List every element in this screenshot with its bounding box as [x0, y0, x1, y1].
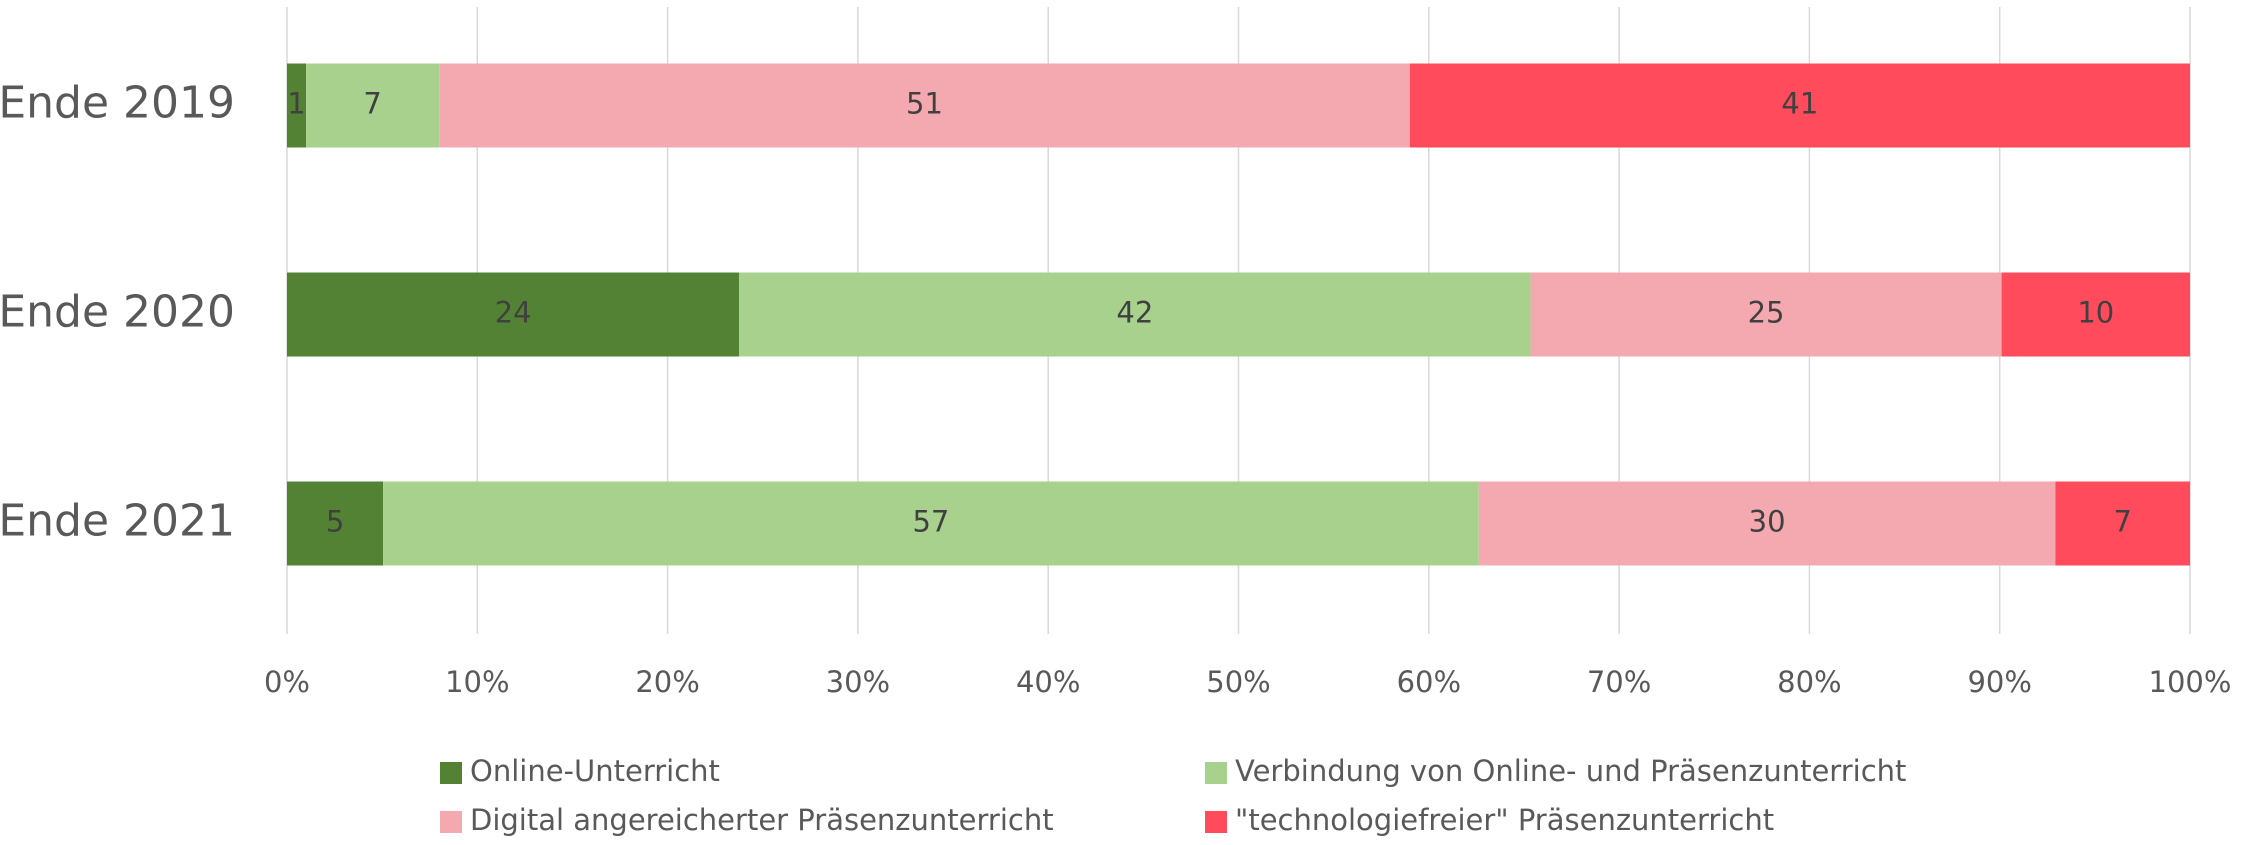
data-label: 5	[326, 505, 344, 539]
data-label: 57	[912, 505, 949, 539]
x-tick-label: 20%	[635, 665, 699, 699]
x-tick-label: 50%	[1206, 665, 1270, 699]
legend-swatch	[440, 762, 462, 784]
bar-segment	[2055, 481, 2190, 566]
bar-segment	[287, 272, 740, 357]
x-tick-label: 90%	[1967, 665, 2031, 699]
data-label: 1	[287, 87, 305, 121]
x-tick-label: 100%	[2149, 665, 2232, 699]
category-label: Ende 2020	[0, 287, 235, 338]
x-tick-label: 0%	[264, 665, 310, 699]
legend-label: "technologiefreier" Präsenzunterricht	[1235, 803, 1774, 837]
bar-segment	[287, 481, 384, 566]
legend-label: Digital angereicherter Präsenzunterricht	[470, 803, 1054, 837]
data-label: 41	[1781, 87, 1818, 121]
data-label: 7	[363, 87, 381, 121]
data-label: 30	[1749, 505, 1786, 539]
data-label: 7	[2113, 505, 2131, 539]
bar-segment	[2001, 272, 2190, 357]
category-label: Ende 2019	[0, 78, 235, 129]
bar-segment	[306, 63, 440, 148]
legend-label: Online-Unterricht	[470, 754, 720, 788]
bar-segment	[439, 63, 1410, 148]
data-label: 25	[1748, 296, 1785, 330]
data-label: 10	[2077, 296, 2114, 330]
bar-segment	[383, 481, 1479, 566]
x-tick-label: 40%	[1016, 665, 1080, 699]
bar-segment	[287, 63, 307, 148]
bar-segment	[1409, 63, 2190, 148]
data-label: 51	[906, 87, 943, 121]
x-tick-label: 60%	[1397, 665, 1461, 699]
legend-swatch	[1205, 811, 1227, 833]
bar-segment	[1478, 481, 2056, 566]
bar-segment	[739, 272, 1531, 357]
x-tick-label: 80%	[1777, 665, 1841, 699]
x-tick-label: 70%	[1587, 665, 1651, 699]
legend-label: Verbindung von Online- und Präsenzunterr…	[1235, 754, 1906, 788]
legend-swatch	[1205, 762, 1227, 784]
x-tick-label: 30%	[826, 665, 890, 699]
x-tick-label: 10%	[445, 665, 509, 699]
data-label: 24	[495, 296, 532, 330]
legend-swatch	[440, 811, 462, 833]
data-label: 42	[1116, 296, 1153, 330]
bar-segment	[1530, 272, 2002, 357]
category-label: Ende 2021	[0, 496, 235, 547]
